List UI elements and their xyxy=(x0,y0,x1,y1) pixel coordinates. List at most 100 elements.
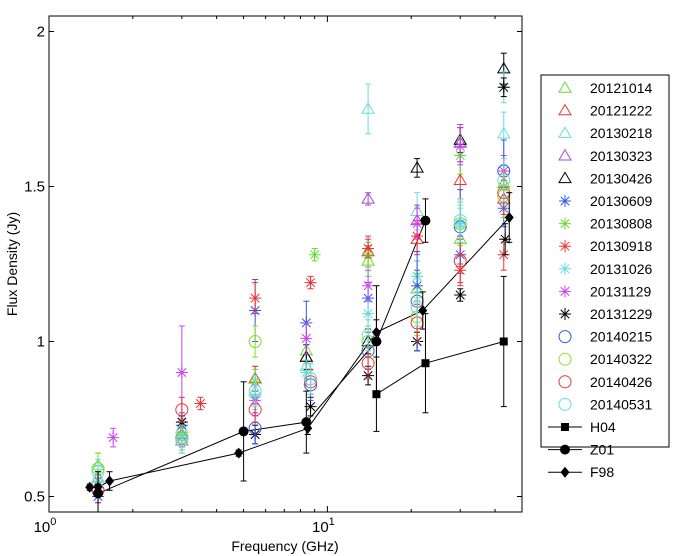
y-tick-label: 1.5 xyxy=(24,179,45,196)
legend-label: 20121014 xyxy=(590,80,653,96)
legend-label: 20131229 xyxy=(590,306,653,322)
legend-marker xyxy=(560,444,570,455)
data-point xyxy=(105,475,115,487)
data-point xyxy=(175,403,189,417)
data-point xyxy=(454,289,467,301)
legend-item-20131229: 20131229 xyxy=(559,306,653,322)
data-point xyxy=(238,426,249,437)
legend-label: 20140322 xyxy=(590,351,653,367)
series-20130218 xyxy=(91,83,511,491)
series-line-H04 xyxy=(376,341,504,395)
series-20140531 xyxy=(91,158,511,485)
data-point xyxy=(304,400,317,413)
legend-label: H04 xyxy=(590,419,616,435)
legend-item-20140322: 20140322 xyxy=(558,351,653,367)
data-point xyxy=(421,359,430,368)
legend-item-20140215: 20140215 xyxy=(558,329,653,345)
legend-item-20140531: 20140531 xyxy=(558,396,653,412)
data-point xyxy=(453,254,467,268)
data-point xyxy=(499,233,512,246)
legend-label: F98 xyxy=(590,464,614,480)
data-point xyxy=(361,356,375,370)
data-point xyxy=(371,326,381,338)
x-tick-exponent: 0 xyxy=(50,516,56,528)
legend: 20121014 20121222 20130218 20130323 20130426… xyxy=(540,74,670,480)
data-point xyxy=(453,173,468,185)
series-20130426 xyxy=(299,52,511,370)
data-point xyxy=(453,214,467,228)
legend-marker xyxy=(559,308,571,320)
legend-item-20130426: 20130426 xyxy=(558,170,653,186)
legend-label: 20130323 xyxy=(590,148,653,164)
series-20140426 xyxy=(91,170,511,504)
data-point xyxy=(194,397,207,410)
series-Z01 xyxy=(93,198,431,512)
legend-marker xyxy=(559,240,571,253)
legend-item-20130609: 20130609 xyxy=(559,193,653,209)
data-point xyxy=(304,276,317,289)
data-point xyxy=(411,217,424,230)
data-point xyxy=(496,126,511,139)
legend-marker xyxy=(559,195,571,207)
legend-item-20131129: 20131129 xyxy=(559,283,651,299)
x-tick-label: 100 xyxy=(34,516,57,536)
series-F98 xyxy=(85,192,514,493)
legend-item-20140426: 20140426 xyxy=(558,374,653,390)
data-point xyxy=(362,279,375,292)
data-point xyxy=(234,447,244,459)
x-axis-label: Frequency (GHz) xyxy=(231,538,338,554)
data-point xyxy=(308,248,321,261)
legend-item-20130323: 20130323 xyxy=(558,148,653,164)
series-20140322 xyxy=(91,173,511,485)
series-20130808 xyxy=(92,136,510,491)
series-20140215 xyxy=(91,139,511,504)
legend-label: 20140215 xyxy=(590,329,653,345)
x-tick-base: 10 xyxy=(34,519,51,536)
legend-box xyxy=(540,74,670,448)
data-point xyxy=(175,366,188,379)
y-axis-ticks: 0.5 1 1.5 2 xyxy=(24,24,522,506)
data-point xyxy=(175,434,189,448)
legend-marker xyxy=(558,103,572,116)
series-H04 xyxy=(372,275,508,432)
legend-item-H04: H04 xyxy=(548,419,616,435)
legend-marker xyxy=(558,81,572,93)
data-point xyxy=(420,215,431,226)
data-point xyxy=(303,422,313,434)
data-point xyxy=(497,173,511,187)
legend-item-Z01: Z01 xyxy=(548,442,614,458)
data-point xyxy=(85,481,95,493)
x-tick-base: 10 xyxy=(312,519,329,536)
legend-marker xyxy=(559,285,571,298)
legend-label: 20130218 xyxy=(590,125,653,141)
legend-label: 20131129 xyxy=(590,283,651,299)
legend-item-20131026: 20131026 xyxy=(559,261,653,277)
legend-marker xyxy=(560,466,570,478)
legend-marker xyxy=(558,397,572,411)
legend-label: 20130426 xyxy=(590,170,653,186)
x-axis-ticks: 100 101 xyxy=(34,16,523,536)
series-line-F98 xyxy=(89,217,510,488)
data-point xyxy=(497,81,510,94)
legend-item-F98: F98 xyxy=(548,464,614,480)
legend-marker xyxy=(558,375,572,389)
data-point xyxy=(504,212,514,223)
x-tick-label: 101 xyxy=(312,516,335,536)
data-point xyxy=(107,431,120,444)
series-20121222 xyxy=(91,161,511,491)
legend-marker xyxy=(559,217,571,230)
legend-marker xyxy=(558,148,572,161)
data-point xyxy=(361,102,375,114)
data-markers xyxy=(85,52,514,512)
data-point xyxy=(410,160,424,173)
legend-marker xyxy=(558,330,572,344)
data-point xyxy=(248,335,262,348)
data-point xyxy=(93,481,103,493)
legend-label: 20131026 xyxy=(590,261,653,277)
data-point xyxy=(499,337,508,346)
data-point xyxy=(300,332,313,345)
legend-item-20130218: 20130218 xyxy=(558,125,653,141)
legend-marker xyxy=(559,262,571,275)
legend-item-20130918: 20130918 xyxy=(559,238,653,254)
